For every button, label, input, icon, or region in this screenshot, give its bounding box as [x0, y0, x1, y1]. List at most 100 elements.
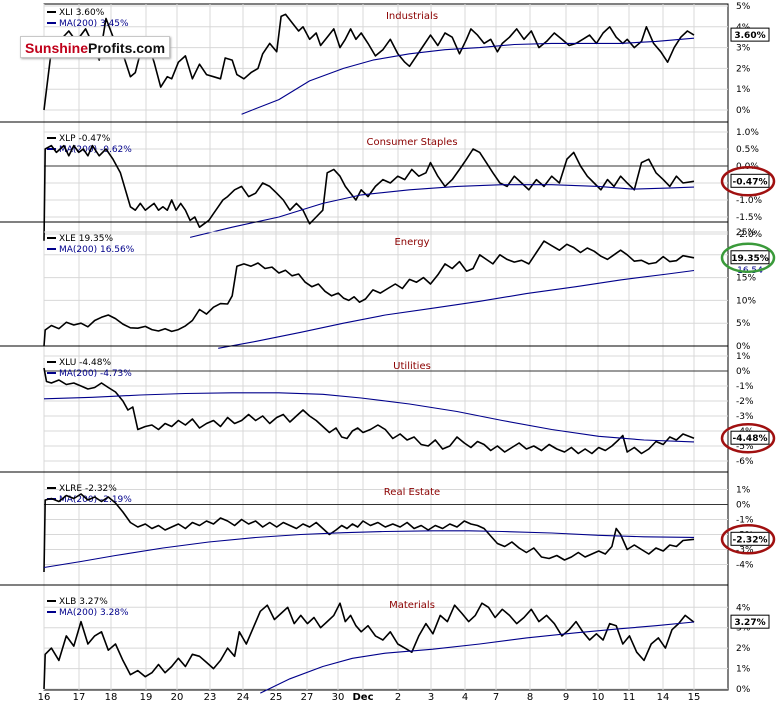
- x-tick-label: 15: [688, 692, 701, 703]
- y-tick-label: 0%: [736, 685, 751, 695]
- y-tick-label: 0%: [736, 367, 751, 377]
- logo-part2: Profits.com: [88, 40, 166, 56]
- y-tick-label: 10%: [736, 296, 756, 306]
- price-series-line: [43, 367, 695, 455]
- x-tick-label: 4: [462, 692, 468, 703]
- x-tick-label: 27: [301, 692, 314, 703]
- legend-label: MA(200) 3.45%: [59, 19, 129, 29]
- y-tick-label: 0%: [736, 106, 751, 116]
- price-series-line: [43, 240, 695, 347]
- legend-label: MA(200) -4.73%: [59, 369, 132, 379]
- legend-label: XLRE -2.32%: [59, 484, 117, 494]
- y-tick-label: -2%: [736, 397, 754, 407]
- x-tick-label: 10: [592, 692, 605, 703]
- x-tick-label: 17: [73, 692, 86, 703]
- y-tick-label: 25%: [736, 228, 756, 238]
- price-series-line: [43, 144, 695, 241]
- highlight-ellipse: [720, 242, 776, 274]
- panel-title: Utilities: [393, 361, 431, 372]
- ma-series-line: [241, 37, 695, 115]
- sunshine-profits-logo: SunshineProfits.com: [20, 36, 170, 58]
- y-tick-label: 1%: [736, 486, 751, 496]
- x-tick-label: 11: [623, 692, 636, 703]
- y-tick-label: -3%: [736, 412, 754, 422]
- last-value-label: -2.32%: [733, 535, 768, 545]
- legend-label: XLU -4.48%: [59, 358, 111, 368]
- highlight-ellipse: [720, 524, 776, 555]
- ma-series-line: [218, 269, 695, 349]
- price-series-line: [43, 13, 695, 111]
- x-tick-label: 8: [527, 692, 533, 703]
- y-tick-label: -6%: [736, 457, 754, 467]
- panel-title: Energy: [394, 237, 429, 248]
- y-tick-label: 1%: [736, 352, 751, 362]
- last-value-box: [730, 531, 770, 546]
- y-tick-label: -1.0%: [736, 196, 763, 206]
- x-tick-label: 24: [237, 692, 250, 703]
- panel-title: Real Estate: [384, 487, 440, 498]
- y-tick-label: 2%: [736, 64, 751, 74]
- x-tick-label: Dec: [352, 692, 373, 703]
- last-value-label: 3.27%: [734, 618, 765, 628]
- price-series-line: [43, 493, 695, 573]
- y-tick-label: 0%: [736, 501, 751, 511]
- legend-label: XLP -0.47%: [59, 134, 111, 144]
- legend-label: MA(200) 16.56%: [59, 245, 135, 255]
- x-tick-label: 30: [332, 692, 345, 703]
- x-tick-label: 20: [171, 692, 184, 703]
- last-value-box: [730, 430, 770, 445]
- ma-series-line: [43, 392, 695, 443]
- y-tick-label: 4%: [736, 603, 751, 613]
- y-tick-label: 0%: [736, 342, 751, 352]
- y-tick-label: 5%: [736, 319, 751, 329]
- panel-title: Materials: [389, 600, 435, 611]
- x-tick-label: 23: [204, 692, 217, 703]
- x-tick-label: 3: [428, 692, 434, 703]
- x-tick-label: 14: [657, 692, 670, 703]
- y-tick-label: 3%: [736, 44, 751, 54]
- x-tick-label: 9: [563, 692, 569, 703]
- y-tick-label: 3%: [736, 624, 751, 634]
- y-tick-label: -3%: [736, 546, 754, 556]
- x-tick-label: 2: [395, 692, 401, 703]
- panel-1: -2.0%-1.5%-1.0%-0.5%0.0%0.5%1.0%Consumer…: [0, 121, 776, 241]
- price-series-line: [43, 602, 695, 690]
- legend-label: MA(200) -2.19%: [59, 495, 132, 505]
- y-tick-label: -1.5%: [736, 213, 763, 223]
- y-tick-label: 5%: [736, 2, 751, 12]
- last-value-label: -4.48%: [733, 434, 768, 444]
- x-tick-label: 18: [105, 692, 118, 703]
- y-tick-label: -1%: [736, 382, 754, 392]
- last-value-label: 19.35%: [731, 254, 769, 264]
- last-value-box: [730, 614, 770, 629]
- ma-series-line: [43, 530, 695, 569]
- y-tick-label: 1.0%: [736, 128, 759, 138]
- highlight-ellipse: [720, 422, 776, 454]
- logo-part1: Sunshine: [25, 40, 89, 56]
- ma-series-line: [189, 184, 695, 238]
- last-value-label: 3.60%: [734, 31, 765, 41]
- ma-series-line: [260, 621, 695, 694]
- y-tick-label: -4%: [736, 561, 754, 571]
- x-tick-label: 19: [140, 692, 153, 703]
- y-tick-label: 15%: [736, 274, 756, 284]
- y-tick-label: -5%: [736, 442, 754, 452]
- x-tick-label: 16: [38, 692, 51, 703]
- panel-title: Consumer Staples: [366, 137, 457, 148]
- highlight-ellipse: [720, 166, 776, 197]
- legend-label: MA(200) 3.28%: [59, 608, 129, 618]
- x-tick-label: 7: [493, 692, 499, 703]
- last-value-box: [730, 173, 770, 188]
- last-value-label: -0.47%: [733, 177, 768, 187]
- panel-5: 0% 1% 2% 3% 4% Materials XLB 3.27%MA(200) 3.28…: [0, 584, 770, 695]
- y-tick-label: 1%: [736, 665, 751, 675]
- y-tick-label: 1%: [736, 85, 751, 95]
- legend-label: XLI 3.60%: [59, 8, 105, 18]
- chart-frame: [43, 3, 729, 691]
- last-value-box: [730, 27, 770, 42]
